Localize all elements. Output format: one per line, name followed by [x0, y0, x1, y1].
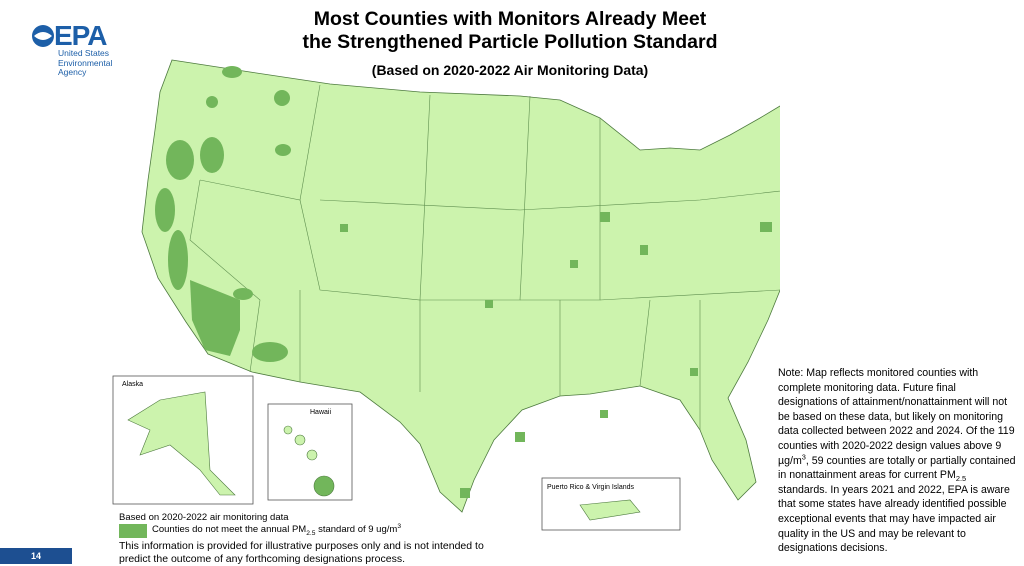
puerto-rico-shape	[579, 499, 641, 521]
map-shape	[515, 432, 525, 442]
map-shape	[340, 224, 348, 232]
superscript: 3	[801, 452, 806, 462]
map-shape	[233, 288, 253, 300]
text: standards. In years 2021 and 2022, EPA i…	[778, 483, 1010, 555]
state-line	[189, 179, 261, 373]
text: Counties do not meet the annual PM	[152, 524, 307, 535]
state-line	[319, 190, 780, 211]
logo-icon	[32, 25, 54, 47]
disclaimer-line: This information is provided for illustr…	[119, 540, 484, 552]
island	[294, 434, 306, 446]
map-shape	[274, 90, 290, 106]
us-outline	[141, 59, 780, 513]
conus	[141, 59, 780, 513]
map-shape	[690, 368, 698, 376]
logo-line: Agency	[58, 67, 87, 77]
state-line	[559, 299, 701, 430]
text: standard of 9 ug/m	[315, 524, 398, 535]
state-line	[299, 290, 421, 392]
subtitle: (Based on 2020-2022 Air Monitoring Data)	[371, 62, 649, 78]
logo-line: Environmental	[58, 57, 113, 68]
island	[283, 425, 293, 435]
logo-leaf	[34, 32, 52, 40]
text: Note: Map reflects monitored counties wi…	[778, 367, 1015, 467]
alaska-shape	[127, 391, 236, 496]
map-shape	[460, 488, 470, 498]
map-shape	[166, 140, 194, 180]
map-shape	[252, 342, 288, 362]
island	[313, 475, 335, 497]
logo-mark: EPA	[54, 20, 107, 51]
map-shape	[168, 230, 188, 290]
map-shape	[155, 188, 175, 232]
map-shape	[485, 300, 493, 308]
inset-label: Alaska	[122, 381, 143, 388]
title: Most Counties with Monitors Already Meet…	[250, 8, 770, 54]
legend-item: Counties do not meet the annual PM2.5 st…	[152, 522, 402, 537]
map-shape	[600, 410, 608, 418]
superscript: 3	[397, 522, 402, 530]
map-shape	[275, 144, 291, 156]
map: Alaska Hawaii Puerto Rico & Virgin Islan…	[112, 59, 780, 538]
inset-alaska: Alaska	[112, 375, 254, 505]
inset-hawaii: Hawaii	[267, 403, 353, 501]
page-number: 14	[0, 548, 72, 564]
map-shape	[206, 96, 218, 108]
legend-swatch	[119, 524, 147, 538]
legend-caption: Based on 2020-2022 air monitoring data	[119, 512, 289, 523]
nonattainment-counties	[155, 66, 772, 498]
state-lines	[189, 84, 780, 430]
map-shape	[200, 137, 224, 173]
inset-label: Hawaii	[310, 409, 331, 416]
inset-puerto-rico: Puerto Rico & Virgin Islands	[541, 477, 681, 531]
map-shape	[190, 280, 240, 356]
title-line: Most Counties with Monitors Already Meet	[313, 8, 707, 30]
map-shape	[640, 245, 648, 255]
disclaimer-line: predict the outcome of any forthcoming d…	[119, 553, 405, 565]
map-shape	[600, 212, 610, 222]
logo-line: United States	[58, 49, 110, 58]
subscript: 2.5	[955, 474, 967, 484]
subscript: 2.5	[306, 529, 316, 537]
map-shape	[570, 260, 578, 268]
text: , 59 counties are totally or partially c…	[778, 454, 1016, 482]
title-line: the Strengthened Particle Pollution Stan…	[302, 31, 718, 53]
map-shape	[760, 222, 772, 232]
map-shape	[222, 66, 242, 78]
state-line	[299, 94, 431, 301]
disclaimer: This information is provided for illustr…	[119, 540, 484, 566]
island	[306, 449, 318, 461]
state-line	[599, 289, 780, 301]
inset-label: Puerto Rico & Virgin Islands	[547, 484, 635, 491]
logo-text: United States Environmental Agency	[58, 49, 116, 78]
note: Note: Map reflects monitored counties wi…	[778, 366, 1016, 556]
